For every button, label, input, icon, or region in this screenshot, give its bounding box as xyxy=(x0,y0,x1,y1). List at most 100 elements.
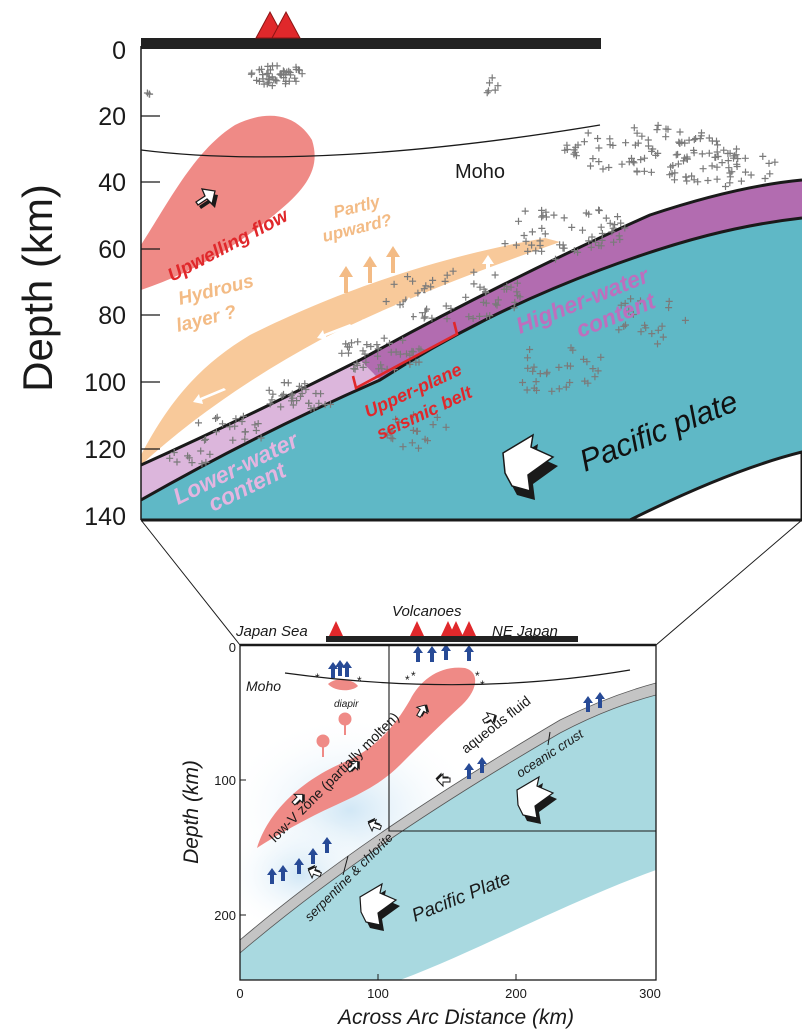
zoom-connector-left xyxy=(140,519,241,646)
earthquake-marker xyxy=(166,454,174,462)
fluid-arrow-icon xyxy=(441,644,451,660)
earthquake-marker xyxy=(645,142,652,150)
earthquake-marker xyxy=(654,326,662,334)
earthquake-marker xyxy=(713,163,721,171)
svg-text:*: * xyxy=(357,674,362,688)
earthquake-marker xyxy=(268,73,276,81)
earthquake-marker xyxy=(511,298,519,306)
earthquake-marker xyxy=(386,339,393,347)
earthquake-marker xyxy=(480,285,488,293)
earthquake-marker xyxy=(265,386,273,394)
earthquake-marker xyxy=(652,151,660,159)
earthquake-marker xyxy=(633,129,641,137)
upper-y-tick-label: 60 xyxy=(98,236,126,264)
earthquake-marker xyxy=(321,401,329,409)
earthquake-marker xyxy=(395,418,403,426)
earthquake-marker xyxy=(421,435,429,443)
earthquake-marker xyxy=(494,82,502,90)
flow-arrows xyxy=(291,704,497,880)
earthquake-marker xyxy=(708,162,716,170)
earthquake-marker xyxy=(539,212,547,220)
earthquake-marker xyxy=(589,365,597,373)
earthquake-marker xyxy=(414,289,422,297)
earthquake-marker xyxy=(374,352,382,360)
fluid-arrow-icon xyxy=(278,865,288,881)
fluid-arrow-icon xyxy=(335,660,345,676)
earthquake-marker xyxy=(589,155,597,163)
moho-line xyxy=(141,124,601,158)
earthquake-marker xyxy=(759,152,767,160)
earthquake-marker xyxy=(443,315,451,323)
earthquake-marker xyxy=(389,435,397,443)
earthquake-marker xyxy=(476,283,484,291)
plate-motion-arrow-icon xyxy=(502,433,558,500)
earthquake-marker xyxy=(317,390,325,398)
earthquake-marker xyxy=(524,364,532,372)
earthquake-marker xyxy=(429,276,437,284)
earthquake-marker xyxy=(620,322,628,330)
earthquake-marker xyxy=(519,379,526,386)
earthquake-marker xyxy=(348,339,355,347)
earthquake-marker xyxy=(580,138,588,146)
earthquake-marker xyxy=(595,144,603,152)
earthquake-marker xyxy=(567,344,575,352)
trenchward-arrows xyxy=(193,324,352,404)
earthquake-marker xyxy=(683,155,691,163)
seismicity-crosses xyxy=(143,62,779,468)
earthquake-marker xyxy=(597,242,605,250)
earthquake-marker xyxy=(420,314,428,322)
earthquake-marker xyxy=(512,241,520,249)
earthquake-marker xyxy=(254,420,262,428)
earthquake-marker xyxy=(406,351,414,359)
upper-y-tick-label: 120 xyxy=(84,436,126,464)
earthquake-marker xyxy=(302,386,310,393)
volcano-icon xyxy=(271,10,301,39)
earthquake-marker xyxy=(665,297,673,305)
earthquake-marker xyxy=(201,436,208,444)
earthquake-marker xyxy=(491,86,499,94)
lower-y-axis-title: Depth (km) xyxy=(180,760,203,864)
earthquake-marker xyxy=(606,219,614,227)
earthquake-marker xyxy=(442,423,450,431)
earthquake-marker xyxy=(629,311,637,318)
slab-top-line xyxy=(141,178,802,467)
earthquake-marker xyxy=(229,436,237,444)
earthquake-marker xyxy=(427,283,435,291)
earthquake-marker xyxy=(724,157,732,165)
earthquake-marker xyxy=(462,293,470,301)
earthquake-marker xyxy=(538,247,546,255)
earthquake-marker xyxy=(520,232,528,239)
earthquake-marker xyxy=(492,300,500,308)
earthquake-marker xyxy=(266,400,274,408)
earthquake-marker xyxy=(532,247,540,255)
earthquake-marker xyxy=(543,368,551,376)
earthquake-marker xyxy=(367,343,375,350)
earthquake-marker xyxy=(476,312,483,320)
earthquake-marker xyxy=(388,427,396,435)
earthquake-marker xyxy=(664,125,672,133)
lower-moho-line xyxy=(284,669,631,686)
fluid-arrow-icon xyxy=(595,692,605,708)
earthquake-marker xyxy=(587,243,595,251)
earthquake-marker xyxy=(307,405,315,412)
earthquake-marker xyxy=(258,65,265,73)
upper-panel: 0 20 40 60 80 100 120 140 Depth (km) Moh… xyxy=(14,10,802,531)
earthquake-marker xyxy=(295,382,303,390)
lower-plot-frame xyxy=(239,644,657,981)
upper-y-ticks: 0 20 40 60 80 100 120 140 xyxy=(84,37,160,531)
earthquake-marker xyxy=(658,322,666,330)
earthquake-marker xyxy=(637,297,644,305)
earthquake-marker xyxy=(291,74,299,82)
earthquake-marker xyxy=(486,312,494,320)
volcano-icon xyxy=(329,621,343,636)
crust-pointer xyxy=(547,731,551,746)
earthquake-marker xyxy=(522,237,530,245)
lower-axis-ticks xyxy=(240,779,517,980)
earthquake-marker xyxy=(588,233,596,241)
lower-slab-body xyxy=(240,686,656,980)
earthquake-marker xyxy=(617,301,625,309)
earthquake-marker xyxy=(413,427,421,435)
earthquake-marker xyxy=(609,141,617,149)
earthquake-marker xyxy=(621,224,629,232)
earthquake-marker xyxy=(641,154,648,162)
